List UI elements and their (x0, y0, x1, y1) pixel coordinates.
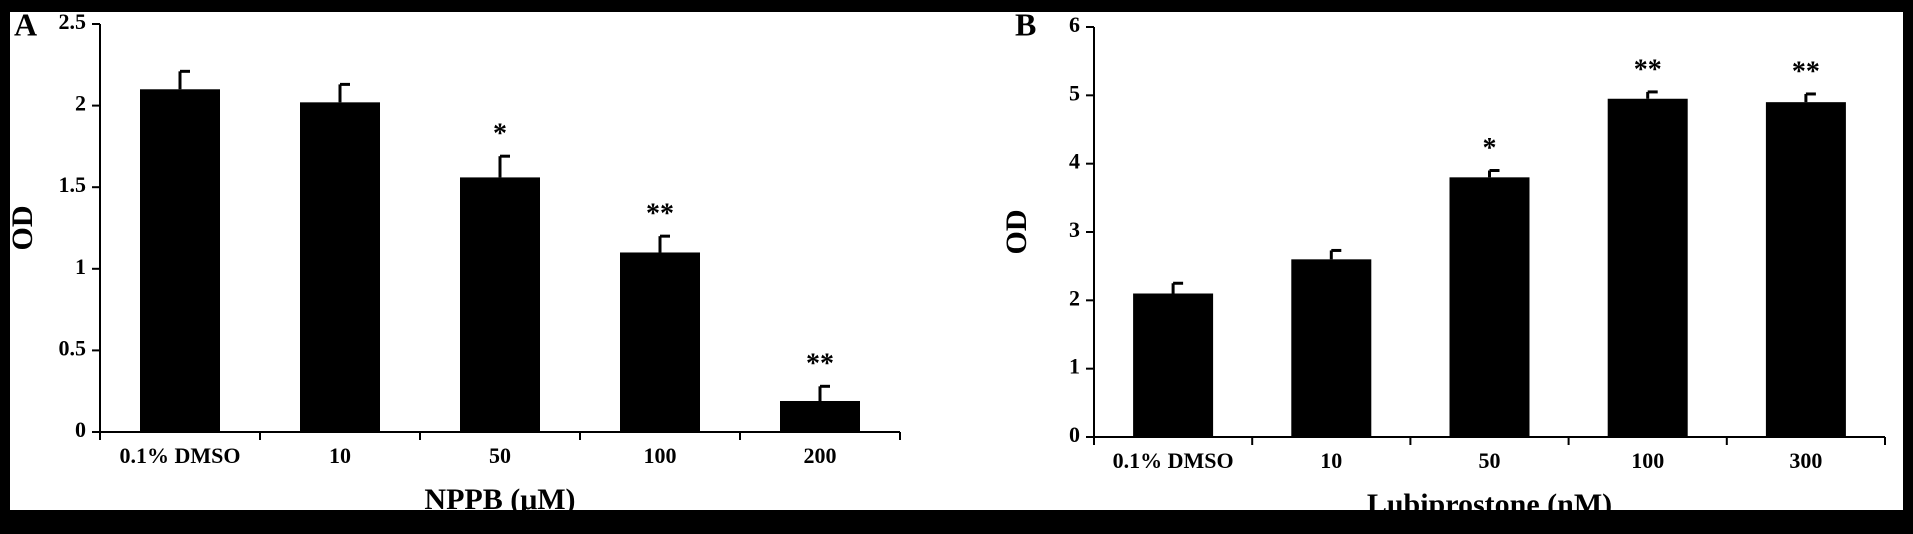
significance-label: ** (806, 349, 834, 380)
bar (1133, 293, 1214, 437)
y-tick-label: 1 (75, 254, 86, 279)
x-tick-label: 50 (489, 443, 511, 468)
y-tick-label: 2 (1069, 285, 1080, 310)
bar (1291, 259, 1372, 437)
y-axis-title: OD (1000, 210, 1033, 255)
y-tick-label: 3 (1069, 217, 1080, 242)
y-tick-label: 1.5 (59, 172, 87, 197)
x-tick-label: 10 (329, 443, 351, 468)
y-axis-title: OD (6, 206, 39, 251)
bar (1765, 102, 1846, 438)
significance-label: ** (646, 199, 674, 230)
y-tick-label: 2.5 (59, 9, 87, 34)
y-tick-label: 0.5 (59, 335, 87, 360)
y-tick-label: 0 (1069, 422, 1080, 447)
bar (620, 252, 700, 432)
bottom-border (0, 510, 1913, 534)
y-tick-label: 5 (1069, 80, 1080, 105)
y-tick-label: 0 (75, 417, 86, 442)
x-tick-label: 50 (1479, 448, 1501, 473)
significance-label: * (1483, 133, 1497, 164)
bar (460, 177, 540, 432)
bar (1449, 177, 1530, 438)
x-tick-label: 0.1% DMSO (1113, 448, 1234, 473)
x-tick-label: 10 (1320, 448, 1342, 473)
panel-label: B (1015, 6, 1036, 42)
y-tick-label: 1 (1069, 354, 1080, 379)
x-tick-label: 0.1% DMSO (120, 443, 241, 468)
y-tick-label: 6 (1069, 12, 1080, 37)
bar (1607, 98, 1688, 437)
bar (300, 102, 380, 432)
x-tick-label: 300 (1789, 448, 1822, 473)
y-tick-label: 2 (75, 91, 86, 116)
significance-label: ** (1634, 54, 1662, 85)
significance-label: ** (1792, 56, 1820, 87)
x-tick-label: 100 (644, 443, 677, 468)
x-tick-label: 200 (804, 443, 837, 468)
bar (780, 400, 860, 432)
x-tick-label: 100 (1631, 448, 1664, 473)
bar (140, 89, 220, 432)
panel-label: A (14, 6, 37, 42)
y-tick-label: 4 (1069, 149, 1080, 174)
significance-label: * (493, 119, 507, 150)
